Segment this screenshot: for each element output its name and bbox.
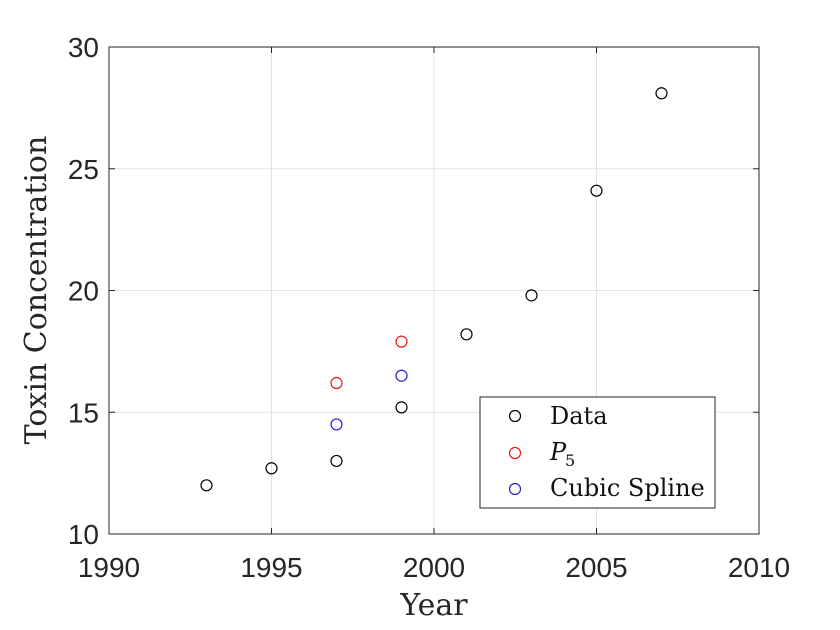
data-points: [200, 87, 668, 492]
y-axis: 10 15 20 25 30: [68, 32, 759, 550]
point-data-4: [460, 328, 473, 341]
x-axis-title: Year: [399, 588, 468, 623]
legend-marker-cubic-spline: [508, 482, 522, 496]
point-cubic-spline-0: [330, 418, 343, 431]
y-axis-title: Toxin Concentration: [19, 136, 54, 445]
y-tick-label-2: 20: [68, 276, 99, 307]
point-data-1: [265, 462, 278, 475]
legend-label-data: Data: [550, 402, 608, 430]
legend-label-p5: P: [549, 438, 567, 466]
y-tick-label-3: 25: [68, 154, 99, 185]
point-data-5: [525, 289, 538, 302]
legend-marker-p5: [508, 446, 522, 460]
point-p-0: [330, 376, 343, 390]
x-tick-label-1: 1995: [240, 552, 302, 583]
x-tick-label-4: 2010: [728, 552, 790, 583]
point-p-1: [395, 335, 408, 348]
point-data-3: [395, 401, 408, 414]
legend-label-p5-base: P: [549, 438, 567, 466]
x-axis: 1990 1995 2000 2005 2010: [78, 47, 790, 583]
y-tick-label-4: 30: [68, 32, 99, 63]
point-data-2: [330, 454, 343, 468]
point-cubic-spline-1: [395, 369, 408, 382]
x-tick-label-3: 2005: [565, 552, 627, 583]
legend-box: [479, 396, 716, 509]
x-tick-label-2: 2000: [403, 552, 465, 583]
point-data-6: [590, 184, 603, 197]
legend: Data P 5 Cubic Spline: [479, 396, 716, 509]
y-tick-label-1: 15: [68, 397, 99, 428]
point-data-7: [655, 87, 668, 100]
legend-label-p5-subscript: 5: [565, 451, 575, 470]
point-data-0: [200, 479, 213, 492]
x-tick-label-0: 1990: [78, 552, 140, 583]
legend-marker-data: [508, 409, 522, 423]
y-tick-label-0: 10: [68, 519, 99, 550]
legend-label-cubic-spline: Cubic Spline: [550, 474, 705, 502]
